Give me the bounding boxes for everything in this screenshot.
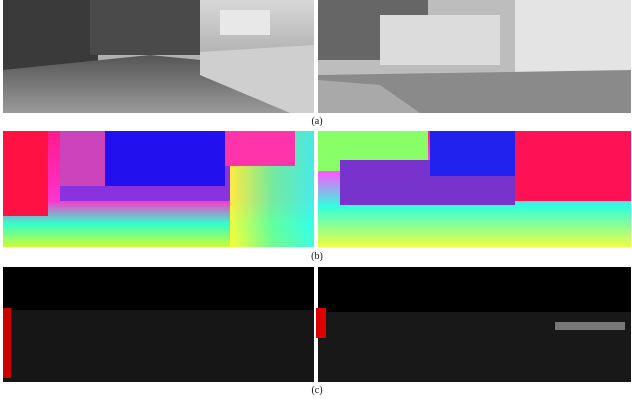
caption: (a) [311,116,322,127]
error-texture [555,322,625,330]
flow-region [3,131,48,216]
flow-region [105,131,225,186]
flow-region [60,131,105,186]
building [3,0,98,70]
house [380,15,500,65]
error-texture [3,310,314,382]
flow-region [225,131,295,166]
house [515,0,631,78]
flow-region [430,131,515,176]
photo-row [3,0,631,113]
caption: (c) [311,385,322,396]
error-row [3,267,631,382]
flow-region [515,131,631,201]
page: (a) (b) (c) (() => { const data = JSON.p… [0,0,632,399]
trees [90,0,200,55]
figure: (a) (b) (c) [0,0,632,399]
caption: (b) [311,251,323,262]
error-highlight [3,308,11,378]
error-highlight [316,308,326,338]
house [220,10,270,35]
flow-row [3,131,631,247]
